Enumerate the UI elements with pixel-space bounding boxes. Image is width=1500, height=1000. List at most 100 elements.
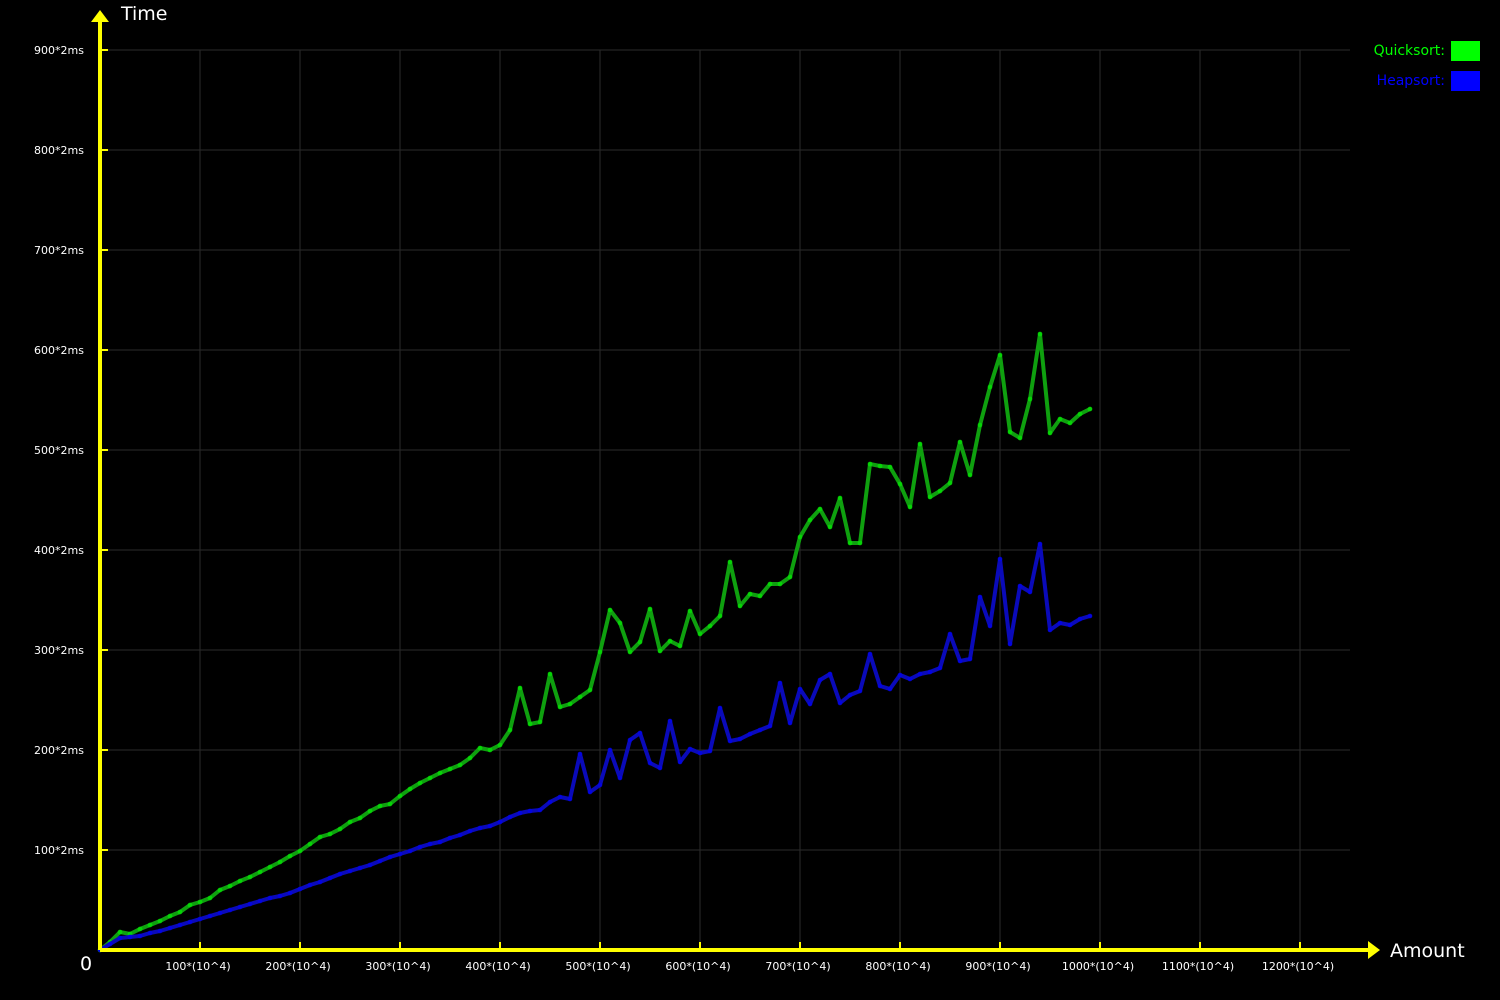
- data-point-heapsort: [707, 748, 713, 754]
- x-tick-label: 700*(10^4): [765, 960, 830, 973]
- data-point-quicksort: [807, 517, 813, 523]
- legend: Quicksort: Heapsort:: [1374, 40, 1480, 100]
- legend-item-quicksort: Quicksort:: [1374, 40, 1480, 62]
- data-point-heapsort: [837, 700, 843, 706]
- data-point-heapsort: [367, 862, 373, 868]
- data-point-heapsort: [107, 941, 113, 947]
- data-point-heapsort: [957, 658, 963, 664]
- data-point-quicksort: [797, 534, 803, 540]
- data-point-heapsort: [697, 750, 703, 756]
- data-point-quicksort: [697, 631, 703, 637]
- data-point-heapsort: [507, 814, 513, 820]
- data-point-quicksort: [737, 603, 743, 609]
- data-point-heapsort: [747, 731, 753, 737]
- data-point-heapsort: [597, 782, 603, 788]
- data-point-heapsort: [997, 556, 1003, 562]
- data-point-quicksort: [877, 463, 883, 469]
- axes: [91, 10, 1380, 959]
- data-point-quicksort: [277, 859, 283, 865]
- y-tick-label: 100*2ms: [34, 844, 84, 857]
- data-point-quicksort: [267, 864, 273, 870]
- data-point-heapsort: [767, 723, 773, 729]
- data-point-heapsort: [757, 727, 763, 733]
- data-point-quicksort: [847, 540, 853, 546]
- data-point-heapsort: [137, 933, 143, 939]
- data-point-heapsort: [357, 865, 363, 871]
- data-point-heapsort: [407, 848, 413, 854]
- data-point-heapsort: [1027, 589, 1033, 595]
- data-point-heapsort: [547, 799, 553, 805]
- data-point-heapsort: [1047, 627, 1053, 633]
- data-point-heapsort: [257, 898, 263, 904]
- data-point-heapsort: [147, 930, 153, 936]
- data-point-quicksort: [667, 638, 673, 644]
- origin-label: 0: [80, 953, 92, 975]
- data-point-heapsort: [557, 794, 563, 800]
- data-point-heapsort: [397, 851, 403, 857]
- data-point-heapsort: [1087, 613, 1093, 619]
- data-point-heapsort: [457, 832, 463, 838]
- x-tick-label: 800*(10^4): [865, 960, 930, 973]
- data-point-quicksort: [437, 770, 443, 776]
- x-axis-title: Amount: [1390, 940, 1465, 962]
- data-point-quicksort: [147, 922, 153, 928]
- data-point-heapsort: [797, 686, 803, 692]
- data-point-quicksort: [927, 494, 933, 500]
- y-tick-label: 500*2ms: [34, 444, 84, 457]
- legend-label-heapsort: Heapsort:: [1376, 73, 1445, 89]
- data-point-quicksort: [957, 439, 963, 445]
- y-tick-label: 400*2ms: [34, 544, 84, 557]
- legend-swatch-heapsort: [1451, 71, 1480, 91]
- data-point-heapsort: [387, 854, 393, 860]
- data-point-quicksort: [307, 841, 313, 847]
- data-point-quicksort: [467, 755, 473, 761]
- y-tick-label: 300*2ms: [34, 644, 84, 657]
- data-point-heapsort: [207, 913, 213, 919]
- data-point-heapsort: [1077, 616, 1083, 622]
- data-point-quicksort: [707, 623, 713, 629]
- data-point-quicksort: [407, 786, 413, 792]
- data-point-heapsort: [967, 656, 973, 662]
- x-tick-label: 900*(10^4): [965, 960, 1030, 973]
- data-point-quicksort: [497, 742, 503, 748]
- data-point-quicksort: [187, 902, 193, 908]
- data-point-heapsort: [1017, 583, 1023, 589]
- data-point-quicksort: [917, 441, 923, 447]
- data-point-quicksort: [457, 762, 463, 768]
- data-point-heapsort: [737, 736, 743, 742]
- data-point-quicksort: [557, 704, 563, 710]
- data-point-quicksort: [727, 559, 733, 565]
- data-point-heapsort: [947, 631, 953, 637]
- legend-swatch-quicksort: [1451, 41, 1480, 61]
- data-point-quicksort: [227, 883, 233, 889]
- data-point-heapsort: [897, 672, 903, 678]
- data-point-heapsort: [247, 901, 253, 907]
- data-point-heapsort: [727, 738, 733, 744]
- data-point-quicksort: [377, 803, 383, 809]
- data-point-quicksort: [777, 581, 783, 587]
- x-tick-label: 200*(10^4): [265, 960, 330, 973]
- data-point-heapsort: [1007, 641, 1013, 647]
- data-point-quicksort: [687, 608, 693, 614]
- data-point-quicksort: [787, 574, 793, 580]
- data-point-heapsort: [437, 839, 443, 845]
- data-point-quicksort: [977, 422, 983, 428]
- data-point-quicksort: [197, 899, 203, 905]
- data-point-quicksort: [1027, 396, 1033, 402]
- data-point-quicksort: [347, 819, 353, 825]
- data-point-quicksort: [547, 671, 553, 677]
- data-point-quicksort: [837, 495, 843, 501]
- legend-item-heapsort: Heapsort:: [1374, 70, 1480, 92]
- data-point-quicksort: [767, 581, 773, 587]
- y-axis-arrow: [91, 10, 109, 22]
- data-point-quicksort: [217, 887, 223, 893]
- data-point-heapsort: [287, 890, 293, 896]
- data-point-heapsort: [197, 916, 203, 922]
- data-point-heapsort: [657, 765, 663, 771]
- data-point-heapsort: [577, 751, 583, 757]
- data-point-heapsort: [677, 759, 683, 765]
- x-tick-label: 300*(10^4): [365, 960, 430, 973]
- data-point-quicksort: [607, 607, 613, 613]
- data-point-quicksort: [637, 639, 643, 645]
